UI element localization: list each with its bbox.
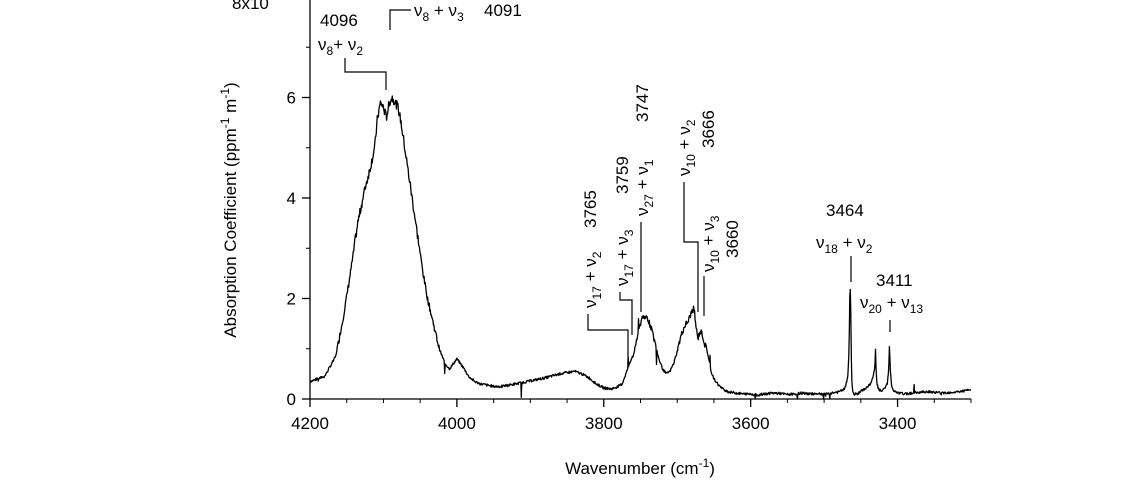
annotation-3759-bracket — [619, 292, 633, 335]
x-tick-label: 3800 — [585, 414, 623, 433]
annotation-4096-bracket — [344, 58, 387, 90]
x-axis-label-text: Wavenumber (cm — [565, 459, 699, 478]
annotation-4096-value: 4096 — [320, 11, 358, 30]
x-axis-label-close: ) — [709, 459, 715, 478]
chart-axes — [309, 0, 971, 400]
y-axis-label-sup1: -1 — [218, 117, 232, 128]
annotation-3666-value: 3666 — [699, 110, 718, 148]
peak-annotations: 4096 ν8+ ν2 ν8 + ν3 4091 ν17 + ν2 3765 ν… — [318, 1, 923, 368]
annotation-3759-label: ν17 + ν3 — [613, 229, 636, 286]
y-tick-label: 6 — [287, 89, 296, 108]
y-axis-label-close: ) — [221, 82, 240, 88]
x-tick-label: 3400 — [879, 414, 917, 433]
annotation-3411-value: 3411 — [876, 271, 913, 290]
x-tick-label: 3600 — [732, 414, 770, 433]
y-axis-label: Absorption Coefficient (ppm-1 m-1) — [218, 82, 240, 337]
x-tick-label: 4200 — [291, 414, 329, 433]
annotation-4091-label: ν8 + ν3 — [414, 1, 464, 24]
annotation-3765-label: ν17 + ν2 — [581, 251, 604, 308]
annotation-3759-value: 3759 — [613, 156, 632, 194]
y-axis-label-mid: m — [221, 99, 240, 118]
axis-ticks: 4200 4000 3800 3600 3400 0 2 4 6 — [287, 46, 972, 433]
annotation-3747-label: ν27 + ν1 — [633, 159, 656, 216]
annotation-3747-value: 3747 — [633, 84, 652, 122]
annotation-3765-bracket — [587, 314, 629, 368]
y-axis-label-sup2: -1 — [218, 88, 232, 99]
y-tick-label: 2 — [287, 290, 296, 309]
x-axis-label-sup: -1 — [699, 456, 710, 470]
y-scale-prefix: 8x10 — [232, 0, 269, 13]
spectrum-line — [309, 95, 972, 400]
annotation-4091-value: 4091 — [484, 1, 522, 20]
annotation-3765-value: 3765 — [581, 190, 600, 228]
x-tick-label: 4000 — [438, 414, 476, 433]
annotation-3660-label: ν10 + ν3 — [699, 215, 722, 272]
x-axis-label: Wavenumber (cm-1) — [565, 456, 715, 478]
annotation-3666-bracket — [683, 182, 699, 312]
annotation-3666-label: ν10 + ν2 — [675, 119, 698, 176]
annotation-4091-bracket — [389, 9, 411, 30]
y-axis-label-text: Absorption Coefficient (ppm — [221, 128, 240, 337]
y-tick-label: 0 — [287, 390, 296, 409]
annotation-4096-label: ν8+ ν2 — [318, 35, 363, 58]
annotation-3464-value: 3464 — [826, 201, 864, 220]
annotation-3464-label: ν18 + ν2 — [816, 233, 873, 256]
y-tick-label: 4 — [287, 189, 296, 208]
annotation-3660-value: 3660 — [723, 220, 742, 258]
annotation-3411-label: ν20 + ν13 — [860, 293, 923, 316]
